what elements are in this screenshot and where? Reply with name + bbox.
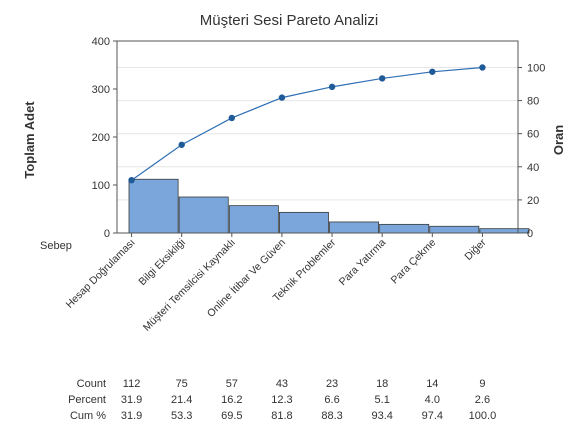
cumulative-line-path xyxy=(131,66,483,181)
cumulative-point xyxy=(228,114,236,122)
table-cell: 100.0 xyxy=(469,410,497,422)
table-cell: 112 xyxy=(123,378,141,390)
table-cell: 2.6 xyxy=(475,394,490,406)
bar xyxy=(278,211,329,234)
table-cell: 18 xyxy=(376,378,388,390)
table-cell: 16.2 xyxy=(221,394,242,406)
table-cell: 12.3 xyxy=(271,394,292,406)
left-tick-label: 400 xyxy=(92,36,110,48)
table-cell: 93.4 xyxy=(371,410,392,422)
cumulative-point xyxy=(278,94,286,101)
left-tick-label: 200 xyxy=(92,132,110,144)
bar xyxy=(329,221,380,234)
left-tick-label: 0 xyxy=(104,228,110,240)
table-cell: 31.9 xyxy=(121,394,142,406)
table-cell: 31.9 xyxy=(121,410,142,422)
right-tick-label: 80 xyxy=(527,96,539,108)
table-row-label: Percent xyxy=(68,394,106,406)
chart-title: Müşteri Sesi Pareto Analizi xyxy=(200,12,378,29)
left-tick-label: 100 xyxy=(92,180,110,192)
table-cell: 4.0 xyxy=(425,394,440,406)
left-tick-label: 300 xyxy=(92,84,110,96)
table-cell: 88.3 xyxy=(321,410,342,422)
right-tick-label: 40 xyxy=(527,162,539,174)
bar xyxy=(228,205,279,234)
table-cell: 6.6 xyxy=(324,394,339,406)
bar xyxy=(479,228,530,234)
table-cell: 9 xyxy=(479,378,485,390)
left-axis-label: Toplam Adet xyxy=(22,101,37,179)
table-cell: 5.1 xyxy=(375,394,390,406)
right-tick-label: 20 xyxy=(527,195,539,207)
table-cell: 23 xyxy=(326,378,338,390)
bar xyxy=(128,178,179,234)
category-label: Hesap Doğrulaması xyxy=(64,237,138,311)
pareto-table: Count 112 75 57 43 23 18 14 9 Percent 31.9 21.4 16.2… xyxy=(68,378,496,422)
category-label: Para Çekme xyxy=(389,237,439,287)
category-label: Diğer xyxy=(462,236,489,263)
table-cell: 53.3 xyxy=(171,410,192,422)
table-cell: 97.4 xyxy=(422,410,443,422)
category-axis-label: Sebep xyxy=(40,240,72,252)
cumulative-line xyxy=(128,64,486,184)
table-cell: 81.8 xyxy=(271,410,292,422)
category-label: Para Yatırma xyxy=(337,237,389,289)
table-cell: 43 xyxy=(276,378,288,390)
table-row-label: Count xyxy=(77,378,106,390)
bar xyxy=(379,223,430,234)
bar xyxy=(178,196,229,234)
bars xyxy=(128,178,530,234)
table-row-label: Cum % xyxy=(70,410,106,422)
table-cell: 14 xyxy=(426,378,438,390)
grid-lines xyxy=(117,66,518,201)
right-tick-label: 100 xyxy=(527,62,545,74)
category-label: Bilgi Eksikliği xyxy=(136,237,187,288)
table-cell: 21.4 xyxy=(171,394,192,406)
category-label: Müşteri Temsilcisi Kaynaklı xyxy=(141,237,238,334)
table-cell: 57 xyxy=(226,378,238,390)
right-axis-ticks: 0 20 40 60 80 100 xyxy=(518,62,545,240)
cumulative-point xyxy=(328,83,336,91)
cumulative-point xyxy=(429,68,436,75)
cumulative-point xyxy=(378,75,386,82)
left-axis-ticks: 0 100 200 300 400 xyxy=(92,36,117,240)
table-cell: 69.5 xyxy=(221,410,242,422)
cumulative-point xyxy=(128,177,135,184)
cumulative-point xyxy=(178,141,185,148)
right-tick-label: 0 xyxy=(527,228,533,240)
cumulative-point xyxy=(479,64,486,71)
bar xyxy=(429,225,480,234)
right-axis-label: Oran xyxy=(551,125,566,155)
right-tick-label: 60 xyxy=(527,129,539,141)
table-cell: 75 xyxy=(176,378,188,390)
